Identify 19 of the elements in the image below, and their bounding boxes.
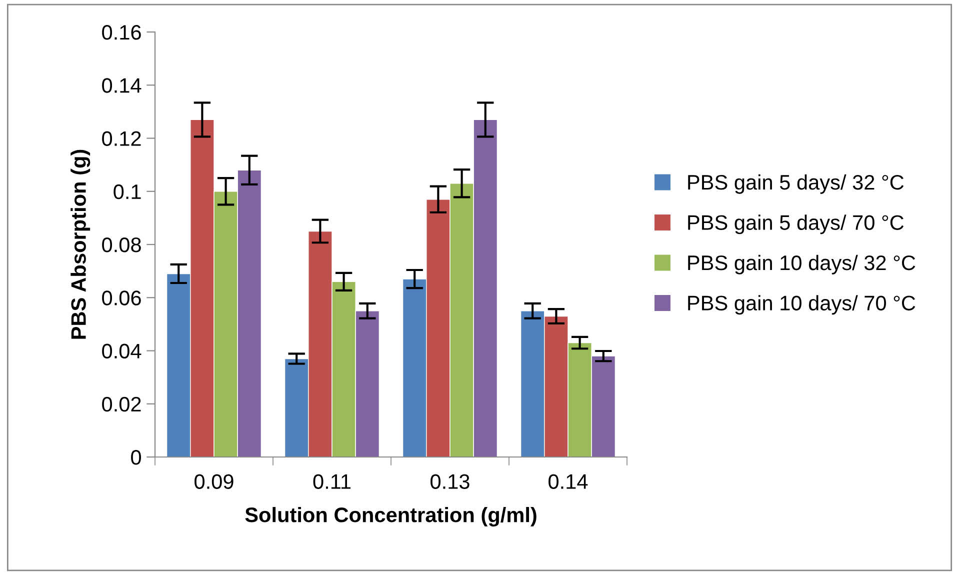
legend-label: PBS gain 5 days/ 70 °C — [688, 214, 904, 234]
x-tick-label: 0.14 — [548, 474, 588, 489]
x-tick-label: 0.11 — [313, 474, 350, 489]
x-axis-title: Solution Concentration (g/ml) — [245, 506, 536, 526]
legend-label: PBS gain 10 days/ 32 °C — [688, 254, 916, 274]
y-tick-label: 0.06 — [102, 290, 141, 306]
y-tick-label: 0 — [131, 450, 141, 465]
legend-label: PBS gain 5 days/ 32 °C — [688, 174, 904, 194]
y-tick-label: 0.14 — [102, 78, 142, 93]
legend-label: PBS gain 10 days/ 70 °C — [688, 295, 916, 315]
y-tick-label: 0.16 — [102, 25, 141, 40]
y-tick-label: 0.04 — [102, 344, 142, 359]
y-axis-title: PBS Absorption (g) — [70, 150, 90, 339]
y-tick-label: 0.12 — [102, 131, 141, 146]
y-tick-label: 0.1 — [114, 184, 141, 200]
y-tick-label: 0.08 — [102, 238, 141, 252]
x-tick-label: 0.13 — [430, 474, 470, 489]
y-tick-label: 0.02 — [102, 396, 141, 412]
x-tick-label: 0.09 — [194, 474, 234, 489]
